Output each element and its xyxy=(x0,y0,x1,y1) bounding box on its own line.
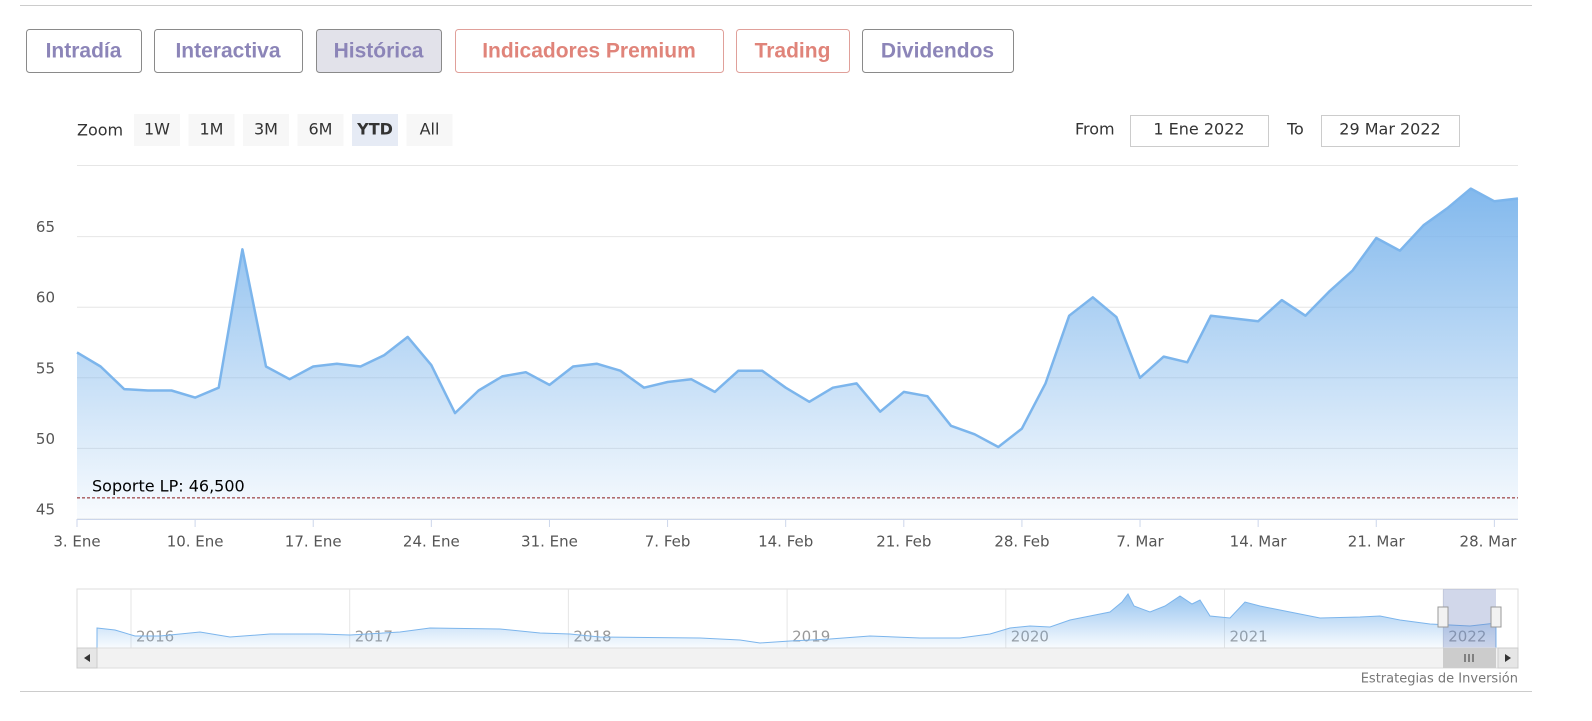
zoom-button[interactable] xyxy=(243,114,289,146)
zoom-button-label[interactable]: 1W xyxy=(144,120,170,139)
price-line xyxy=(76,187,1519,449)
y-tick-label: 55 xyxy=(36,359,55,377)
tab[interactable] xyxy=(862,29,1014,73)
tab-label[interactable]: Indicadores Premium xyxy=(482,40,696,63)
tab-label[interactable]: Histórica xyxy=(334,40,424,63)
tab[interactable] xyxy=(26,29,142,73)
x-tick-label: 24. Ene xyxy=(403,533,460,551)
arrow-right xyxy=(1505,654,1511,662)
zoom-button[interactable] xyxy=(406,114,453,146)
tab-label[interactable]: Intradía xyxy=(46,40,122,63)
arrow-left xyxy=(84,654,90,662)
y-tick-label: 60 xyxy=(36,289,55,307)
x-tick-label: 7. Feb xyxy=(645,533,691,551)
x-tick-label: 28. Mar xyxy=(1460,533,1518,551)
tab[interactable] xyxy=(316,29,442,73)
tab[interactable] xyxy=(154,29,303,73)
navigator-handle-right[interactable] xyxy=(1490,606,1502,628)
area-fill xyxy=(77,188,1518,519)
tab-label[interactable]: Interactiva xyxy=(175,40,280,63)
zoom-button[interactable] xyxy=(352,114,398,146)
zoom-button-label[interactable]: All xyxy=(420,120,440,139)
from-value[interactable]: 1 Ene 2022 xyxy=(1153,120,1244,139)
tab[interactable] xyxy=(455,29,724,73)
zoom-button-label[interactable]: 3M xyxy=(254,120,278,139)
to-value[interactable]: 29 Mar 2022 xyxy=(1339,120,1440,139)
tab-label[interactable]: Dividendos xyxy=(881,40,994,63)
tab[interactable] xyxy=(736,29,850,73)
navigator-handle-left[interactable] xyxy=(1437,606,1449,628)
x-tick-label: 14. Mar xyxy=(1230,533,1288,551)
x-tick-label: 10. Ene xyxy=(167,533,224,551)
x-tick-label: 21. Feb xyxy=(876,533,931,551)
zoom-button[interactable] xyxy=(134,114,180,146)
tab-bar: Intradía Interactiva Histórica Indicadores … xyxy=(26,29,1014,73)
x-tick-label: 28. Feb xyxy=(994,533,1049,551)
zoom-button[interactable] xyxy=(188,114,235,146)
plot-area: 45 50 55 60 65 Soporte LP: 46,500 3. Ene 10. En… xyxy=(36,187,1519,551)
scrollbar-track[interactable] xyxy=(76,647,1519,669)
from-input[interactable] xyxy=(1130,115,1269,147)
x-tick-label: 17. Ene xyxy=(285,533,342,551)
credits: Estrategias de Inversión xyxy=(1361,672,1518,687)
zoom-button-label[interactable]: 6M xyxy=(309,120,333,139)
thumb-grip xyxy=(1464,654,1474,662)
navigator: 2016201720182019202020212022 xyxy=(76,588,1519,669)
x-tick-label: 14. Feb xyxy=(758,533,813,551)
zoom-button-label[interactable]: YTD xyxy=(356,120,393,139)
navigator-window[interactable] xyxy=(1443,589,1496,648)
to-input[interactable] xyxy=(1321,115,1460,147)
x-tick-label: 31. Ene xyxy=(521,533,578,551)
from-label: From xyxy=(1075,120,1115,139)
y-tick-label: 65 xyxy=(36,218,55,236)
support-label: Soporte LP: 46,500 xyxy=(92,476,245,495)
x-tick-label: 7. Mar xyxy=(1116,533,1164,551)
x-tick-label: 3. Ene xyxy=(53,533,100,551)
y-tick-label: 50 xyxy=(36,430,55,448)
tab-label[interactable]: Trading xyxy=(755,40,831,63)
zoom-bar: Zoom 1W 1M 3M 6M YTD All xyxy=(77,114,453,146)
x-tick-label: 21. Mar xyxy=(1348,533,1406,551)
y-tick-label: 45 xyxy=(36,501,55,519)
zoom-button[interactable] xyxy=(297,114,344,146)
zoom-label: Zoom xyxy=(77,121,123,140)
navigator-series xyxy=(96,593,1497,649)
to-label: To xyxy=(1286,120,1304,139)
zoom-button-label[interactable]: 1M xyxy=(200,120,224,139)
